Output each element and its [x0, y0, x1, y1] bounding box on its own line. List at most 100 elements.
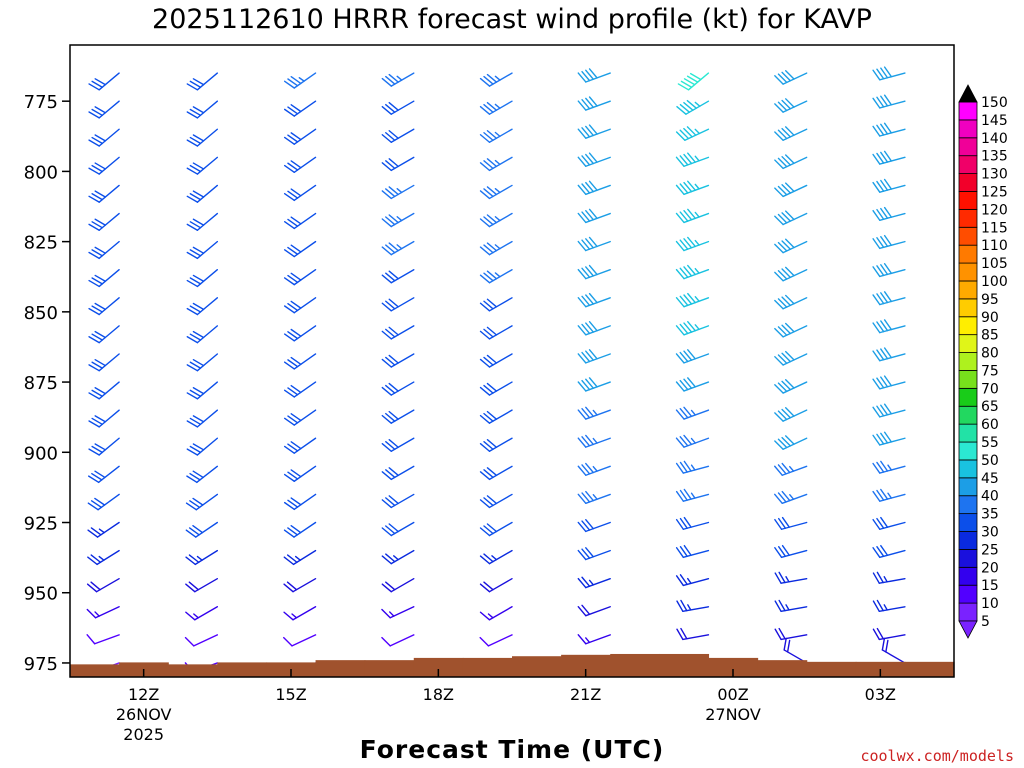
wind-barb	[872, 431, 906, 446]
colorbar-swatch	[958, 477, 978, 497]
colorbar-label: 5	[981, 614, 990, 630]
colorbar-top-arrow	[958, 84, 978, 103]
wind-barb	[577, 547, 611, 561]
wind-barb	[88, 100, 120, 119]
ground-segment	[217, 662, 268, 677]
colorbar-swatch	[958, 602, 978, 622]
y-axis: 775 800 825 850 875 900 925 950 975	[24, 92, 70, 675]
wind-barb	[675, 208, 710, 224]
wind-barb	[577, 406, 611, 420]
y-tick-label: 825	[24, 233, 58, 254]
wind-barb	[283, 100, 317, 117]
wind-barb	[185, 521, 219, 538]
colorbar-label: 100	[981, 274, 1008, 290]
ground-segment	[364, 660, 415, 677]
colorbar-swatch	[958, 423, 978, 443]
colorbar-swatch	[958, 316, 978, 336]
wind-barb	[283, 606, 317, 621]
colorbar-swatch	[958, 298, 978, 318]
wind-barb	[88, 269, 120, 288]
colorbar-label: 125	[981, 184, 1008, 200]
wind-barb	[186, 100, 219, 119]
wind-barb	[184, 634, 219, 647]
wind-barb	[283, 297, 317, 314]
wind-barb	[774, 70, 808, 85]
wind-barb	[577, 634, 611, 645]
colorbar-swatch	[958, 370, 978, 389]
wind-barb	[479, 465, 513, 481]
wind-barb	[186, 409, 219, 428]
wind-barb	[676, 99, 710, 115]
wind-barb	[872, 66, 906, 81]
colorbar-label: 145	[981, 113, 1008, 129]
wind-barb	[479, 156, 513, 172]
wind-barb	[479, 521, 513, 537]
colorbar-label: 10	[981, 596, 999, 612]
wind-barb	[381, 156, 415, 172]
wind-barb	[479, 381, 513, 396]
colorbar-label: 75	[981, 363, 999, 379]
x-tick-label: 00Z	[717, 685, 748, 704]
credit-text: coolwx.com/models	[860, 747, 1014, 765]
colorbar-swatch	[958, 459, 978, 479]
ground-segment	[413, 657, 464, 677]
wind-barb	[479, 606, 513, 621]
wind-barb	[185, 493, 219, 511]
wind-barb	[872, 319, 906, 334]
wind-barb	[881, 637, 906, 664]
wind-barb	[381, 100, 415, 115]
wind-barb	[381, 409, 415, 424]
wind-barb	[774, 350, 808, 366]
colorbar-swatch	[958, 208, 978, 228]
wind-barb	[186, 156, 219, 175]
wind-barb	[676, 599, 710, 612]
wind-barb	[872, 234, 906, 250]
wind-barb	[675, 236, 710, 252]
wind-barb	[381, 381, 415, 396]
wind-barb	[479, 72, 513, 87]
wind-barb	[479, 409, 513, 424]
wind-barb	[88, 409, 120, 428]
wind-barb	[675, 574, 710, 587]
wind-barb	[675, 349, 710, 364]
wind-barb	[774, 544, 808, 559]
x-tick-year: 2025	[123, 725, 164, 744]
wind-barb	[87, 465, 120, 484]
wind-barb	[479, 577, 513, 593]
x-tick-label: 03Z	[865, 685, 896, 704]
colorbar-label: 85	[981, 328, 999, 344]
ground-segment	[708, 657, 759, 677]
colorbar-label: 105	[981, 256, 1008, 272]
wind-barb	[381, 72, 415, 87]
y-tick-label: 900	[24, 443, 58, 464]
colorbar-label: 30	[981, 525, 999, 541]
wind-barb	[88, 240, 120, 260]
wind-barb	[88, 353, 120, 372]
wind-barb	[88, 212, 120, 231]
wind-barb	[87, 493, 120, 511]
colorbar-swatch	[958, 566, 978, 586]
wind-barb	[479, 240, 513, 256]
wind-barb	[675, 406, 710, 420]
wind-barb	[283, 577, 317, 593]
colorbar-label: 135	[981, 149, 1008, 165]
wind-barb	[577, 462, 611, 476]
wind-barb	[479, 184, 513, 200]
wind-barb	[185, 577, 219, 593]
wind-barb	[872, 460, 906, 474]
wind-barb	[283, 184, 317, 202]
wind-barb	[774, 154, 808, 170]
wind-barb	[675, 126, 710, 141]
wind-barb	[577, 518, 611, 533]
wind-barb	[675, 488, 710, 502]
wind-barb	[577, 124, 611, 139]
wind-barb	[872, 94, 906, 109]
colorbar-swatch	[958, 137, 978, 157]
wind-barb	[577, 180, 611, 196]
wind-barb	[675, 434, 710, 448]
colorbar-swatch	[958, 334, 978, 353]
wind-barb	[479, 100, 513, 115]
wind-barb	[479, 493, 513, 509]
wind-barb	[577, 264, 611, 280]
